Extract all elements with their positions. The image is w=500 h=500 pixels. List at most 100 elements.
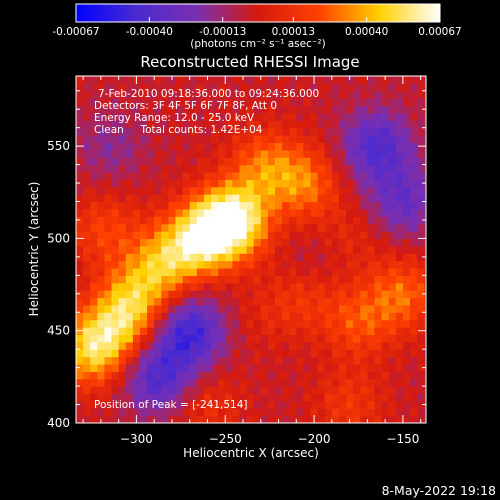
heatmap-cell: [104, 341, 113, 350]
heatmap-cell: [189, 171, 198, 180]
heatmap-cell: [239, 363, 248, 372]
heatmap-cell: [239, 327, 248, 335]
heatmap-cell: [83, 149, 91, 158]
heatmap-cell: [182, 112, 191, 121]
heatmap-cell: [203, 194, 212, 203]
heatmap-cell: [410, 223, 418, 232]
heatmap-cell: [189, 186, 198, 195]
heatmap-cell: [125, 371, 134, 380]
heatmap-cell: [125, 120, 134, 129]
heatmap-cell: [225, 149, 233, 158]
heatmap-cell: [346, 327, 354, 335]
heatmap-cell: [324, 408, 333, 417]
heatmap-cell: [125, 356, 134, 365]
heatmap-cell: [395, 135, 404, 144]
heatmap-cell: [218, 386, 226, 395]
heatmap-cell: [353, 341, 361, 350]
heatmap-cell: [388, 356, 397, 365]
heatmap-cell: [83, 98, 91, 107]
heatmap-cell: [274, 349, 283, 358]
heatmap-cell: [132, 371, 141, 380]
y-tick-label: 400: [47, 416, 70, 430]
heatmap-cell: [310, 98, 319, 107]
heatmap-cell: [90, 194, 98, 203]
heatmap-cell: [253, 76, 262, 84]
heatmap-cell: [374, 408, 383, 417]
heatmap-cell: [267, 363, 276, 372]
heatmap-cell: [104, 386, 113, 395]
heatmap-cell: [360, 120, 368, 129]
heatmap-cell: [274, 267, 283, 276]
heatmap-cell: [282, 371, 290, 380]
heatmap-cell: [360, 83, 368, 92]
heatmap-cell: [232, 76, 241, 84]
heatmap-cell: [282, 90, 290, 99]
heatmap-cell: [289, 415, 297, 423]
heatmap-cell: [381, 304, 390, 313]
heatmap-cell: [331, 149, 340, 158]
heatmap-cell: [331, 112, 340, 121]
heatmap-cell: [132, 186, 141, 195]
heatmap-cell: [232, 149, 241, 158]
colorbar-tick-label: -0.00067: [52, 26, 99, 38]
heatmap-cell: [118, 90, 127, 99]
heatmap-cell: [175, 142, 184, 151]
heatmap-cell: [260, 371, 269, 380]
heatmap-cell: [218, 127, 226, 136]
heatmap-cell: [125, 400, 134, 409]
heatmap-cell: [218, 90, 226, 99]
heatmap-cell: [182, 267, 191, 276]
heatmap-cell: [402, 356, 411, 365]
heatmap-cell: [310, 282, 319, 291]
heatmap-cell: [211, 319, 219, 328]
heatmap-cell: [346, 371, 354, 380]
heatmap-cell: [289, 223, 297, 232]
heatmap-cell: [402, 378, 411, 387]
heatmap-cell: [211, 356, 219, 365]
heatmap-cell: [253, 356, 262, 365]
heatmap-cell: [246, 171, 255, 180]
heatmap-cell: [125, 142, 134, 151]
heatmap-cell: [175, 312, 184, 321]
heatmap-cell: [225, 282, 233, 291]
heatmap-cell: [132, 393, 141, 402]
heatmap-cell: [410, 98, 418, 107]
heatmap-cell: [76, 120, 84, 129]
heatmap-cell: [154, 297, 162, 306]
heatmap-cell: [111, 216, 120, 225]
heatmap-cell: [147, 349, 155, 358]
heatmap-cell: [388, 179, 397, 188]
heatmap-cell: [196, 371, 205, 380]
heatmap-cell: [338, 349, 347, 358]
heatmap-cell: [338, 149, 347, 158]
heatmap-cell: [367, 186, 376, 195]
heatmap-cell: [324, 171, 333, 180]
heatmap-cell: [317, 231, 326, 240]
heatmap-cell: [381, 334, 390, 343]
heatmap-cell: [111, 120, 120, 129]
heatmap-cell: [289, 112, 297, 121]
heatmap-cell: [374, 105, 383, 114]
heatmap-cell: [267, 127, 276, 136]
heatmap-cell: [182, 393, 191, 402]
heatmap-cell: [196, 171, 205, 180]
heatmap-cell: [253, 238, 262, 247]
heatmap-cell: [410, 341, 418, 350]
heatmap-cell: [76, 135, 84, 144]
heatmap-cell: [203, 327, 212, 335]
heatmap-cell: [189, 341, 198, 350]
heatmap-cell: [410, 194, 418, 203]
heatmap-cell: [90, 208, 98, 217]
heatmap-cell: [296, 171, 305, 180]
heatmap-cell: [374, 349, 383, 358]
heatmap-cell: [274, 393, 283, 402]
heatmap-cell: [139, 371, 148, 380]
heatmap-cell: [303, 267, 312, 276]
heatmap-cell: [168, 127, 177, 136]
heatmap-cell: [253, 179, 262, 188]
heatmap-cell: [118, 231, 127, 240]
heatmap-cell: [90, 327, 98, 335]
heatmap-cell: [239, 135, 248, 144]
heatmap-cell: [417, 179, 425, 188]
heatmap-cell: [239, 171, 248, 180]
